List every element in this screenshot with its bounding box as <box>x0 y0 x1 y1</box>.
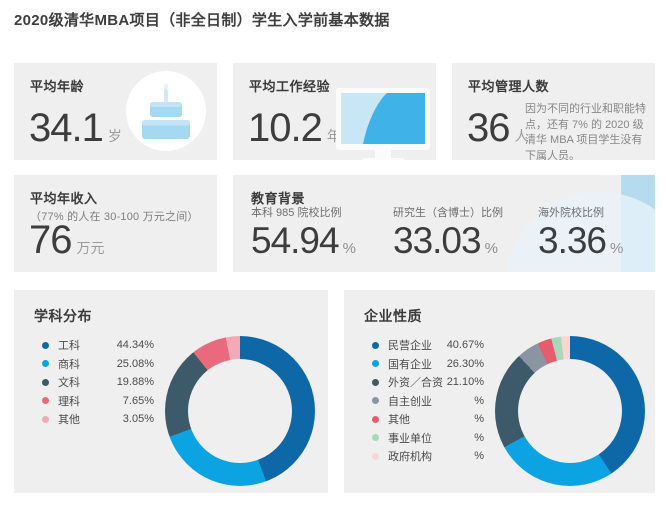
education-stat-label: 海外院校比例 <box>538 207 604 219</box>
legend-item: 外资／合资 21.10% <box>372 376 484 389</box>
monitor-chart-icon <box>336 88 432 160</box>
legend-swatch <box>42 397 49 404</box>
age-value: 34.1 <box>29 106 104 150</box>
legend-swatch <box>42 341 49 349</box>
legend-label: 自主创业 <box>388 395 432 408</box>
legend-swatch <box>42 378 49 386</box>
card-label: 平均工作经验 <box>249 79 331 94</box>
cake-icon <box>126 71 206 151</box>
card-label: 教育背景 <box>251 191 306 206</box>
legend-value: % <box>474 413 484 425</box>
chart-title: 学科分布 <box>34 308 92 324</box>
panel-subject-distribution: 学科分布 工科 44.34% 商科 25.08% 文科 19.88% 理科 7.65% 其他 3.… <box>14 290 328 493</box>
legend-label: 政府机构 <box>388 451 432 463</box>
legend-swatch <box>42 360 49 367</box>
panel-company-type: 企业性质 民营企业 40.67% 国有企业 26.30% 外资／合资 21.10% 自主创业… <box>344 290 655 493</box>
legend-item: 其他 3.05% <box>42 413 154 426</box>
education-stat-label: 本科 985 院校比例 <box>251 207 342 219</box>
legend-swatch <box>42 415 49 423</box>
legend-value: % <box>474 394 484 407</box>
card-average-age: 平均年龄 34.1 岁 <box>14 63 217 160</box>
legend-swatch <box>372 360 379 367</box>
legend-label: 其他 <box>388 414 410 426</box>
legend-label: 理科 <box>58 395 80 408</box>
legend-item: 商科 25.08% <box>42 357 154 371</box>
donut-chart-subject <box>165 336 315 486</box>
income-unit: 万元 <box>76 240 105 256</box>
stat-value: 34.1 岁 <box>29 106 122 151</box>
legend-item: 其他% <box>372 413 484 426</box>
legend-item: 国有企业 26.30% <box>372 357 484 371</box>
cake-icon-graphic <box>142 83 190 139</box>
stat-value: 76 万元 <box>29 218 105 263</box>
legend-swatch <box>372 378 379 386</box>
education-stat-label: 研究生（含博士）比例 <box>393 207 503 219</box>
card-average-people-managed: 平均管理人数 36 人 因为不同的行业和职能特点，还有 7% 的 2020 级清华… <box>452 63 655 160</box>
legend-swatch <box>372 341 379 349</box>
legend-value: % <box>474 450 484 462</box>
chart-legend: 民营企业 40.67% 国有企业 26.30% 外资／合资 21.10% 自主创业% 其他% 事… <box>372 339 484 469</box>
stat-value: 36 人 <box>467 106 529 151</box>
chart-legend: 工科 44.34% 商科 25.08% 文科 19.88% 理科 7.65% 其他 3.05% <box>42 339 154 432</box>
education-stat-undergrad-985: 本科 985 院校比例 54.94% <box>251 204 356 262</box>
experience-value: 10.2 <box>248 106 323 150</box>
legend-label: 外资／合资 <box>388 377 443 389</box>
management-unit: 人 <box>514 128 529 144</box>
income-value: 76 <box>29 218 72 262</box>
legend-value: 40.67% <box>446 339 484 351</box>
chart-title: 企业性质 <box>364 308 422 324</box>
card-education-background: 教育背景 本科 985 院校比例 54.94% 研究生（含博士）比例 33.03… <box>233 175 655 272</box>
card-label: 平均年收入 <box>30 191 98 206</box>
legend-swatch <box>372 415 379 423</box>
stat-value: 10.2 年 <box>248 106 341 151</box>
donut-chart-company <box>495 336 645 486</box>
legend-swatch <box>372 434 379 441</box>
education-stat-overseas: 海外院校比例 3.36% <box>538 204 623 262</box>
card-average-work-experience: 平均工作经验 10.2 年 <box>233 63 436 160</box>
education-stat-graduate: 研究生（含博士）比例 33.03% <box>393 204 503 262</box>
legend-item: 自主创业% <box>372 394 484 408</box>
legend-label: 其他 <box>58 414 80 426</box>
legend-value: 26.30% <box>446 357 484 370</box>
legend-label: 工科 <box>58 340 80 352</box>
legend-label: 民营企业 <box>388 340 432 352</box>
management-value: 36 <box>467 106 510 150</box>
page-title: 2020级清华MBA项目（非全日制）学生入学前基本数据 <box>14 12 390 29</box>
card-label: 平均管理人数 <box>468 79 550 94</box>
legend-swatch <box>372 452 379 460</box>
management-note: 因为不同的行业和职能特点，还有 7% 的 2020 级清华 MBA 项目学生没有… <box>525 103 646 160</box>
legend-value: 7.65% <box>122 394 154 407</box>
legend-label: 文科 <box>58 377 80 389</box>
legend-value: 19.88% <box>116 376 154 388</box>
legend-item: 民营企业 40.67% <box>372 339 484 352</box>
legend-label: 商科 <box>58 358 80 371</box>
legend-value: 21.10% <box>446 376 484 388</box>
legend-item: 文科 19.88% <box>42 376 154 389</box>
card-label: 平均年龄 <box>30 79 85 94</box>
monitor-chart-icon-graphic <box>336 88 430 160</box>
legend-item: 事业单位% <box>372 431 484 445</box>
legend-value: 44.34% <box>116 339 154 351</box>
legend-item: 理科 7.65% <box>42 394 154 408</box>
legend-item: 政府机构% <box>372 450 484 463</box>
legend-value: 25.08% <box>116 357 154 370</box>
education-stat-value: 54.94% <box>251 220 356 261</box>
legend-label: 国有企业 <box>388 358 432 371</box>
legend-value: 3.05% <box>122 413 154 425</box>
education-stat-value: 3.36% <box>538 220 624 261</box>
legend-value: % <box>474 431 484 444</box>
legend-swatch <box>372 397 379 404</box>
legend-label: 事业单位 <box>388 432 432 445</box>
legend-item: 工科 44.34% <box>42 339 154 352</box>
card-average-annual-income: 平均年收入 （77% 的人在 30-100 万元之间） 76 万元 <box>14 175 217 272</box>
income-sublabel: （77% 的人在 30-100 万元之间） <box>30 211 199 223</box>
age-unit: 岁 <box>107 128 122 144</box>
education-stat-value: 33.03% <box>393 220 498 261</box>
